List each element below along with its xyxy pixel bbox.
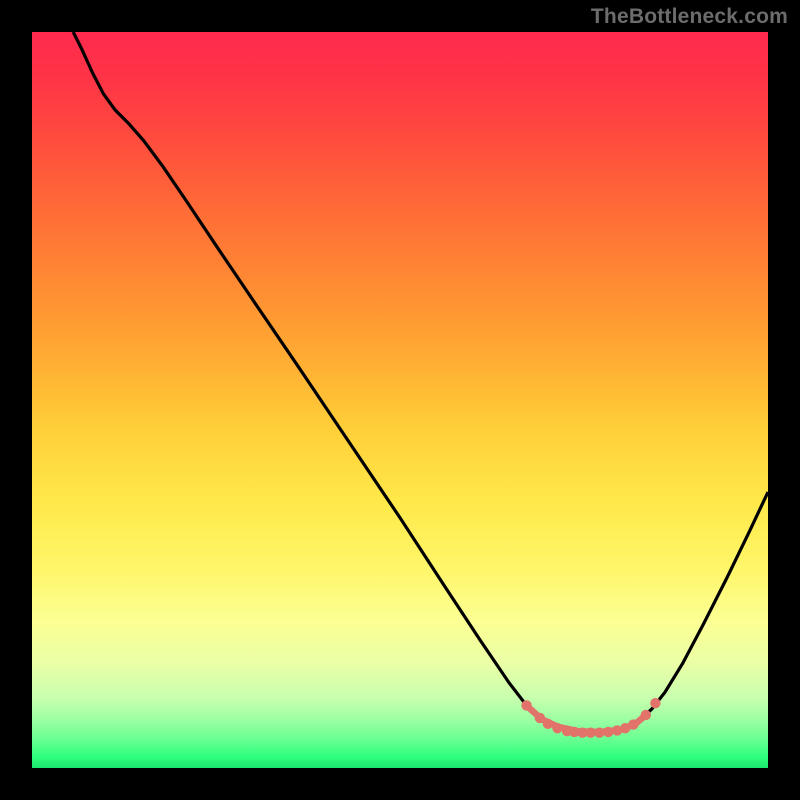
plateau-dot <box>521 700 531 710</box>
plateau-dot <box>594 727 604 737</box>
plot-area <box>32 32 768 768</box>
gradient-background <box>32 32 768 768</box>
plateau-dot <box>552 723 562 733</box>
plateau-dot <box>628 719 638 729</box>
plateau-dot <box>585 727 595 737</box>
plateau-dot <box>543 719 553 729</box>
watermark-text: TheBottleneck.com <box>591 5 788 29</box>
bottleneck-chart-container: { "watermark": { "text": "TheBottleneck.… <box>0 0 800 800</box>
bottleneck-curve-svg <box>32 32 768 768</box>
plateau-dot <box>603 727 613 737</box>
plateau-dot <box>641 710 651 720</box>
plateau-dot <box>650 698 660 708</box>
